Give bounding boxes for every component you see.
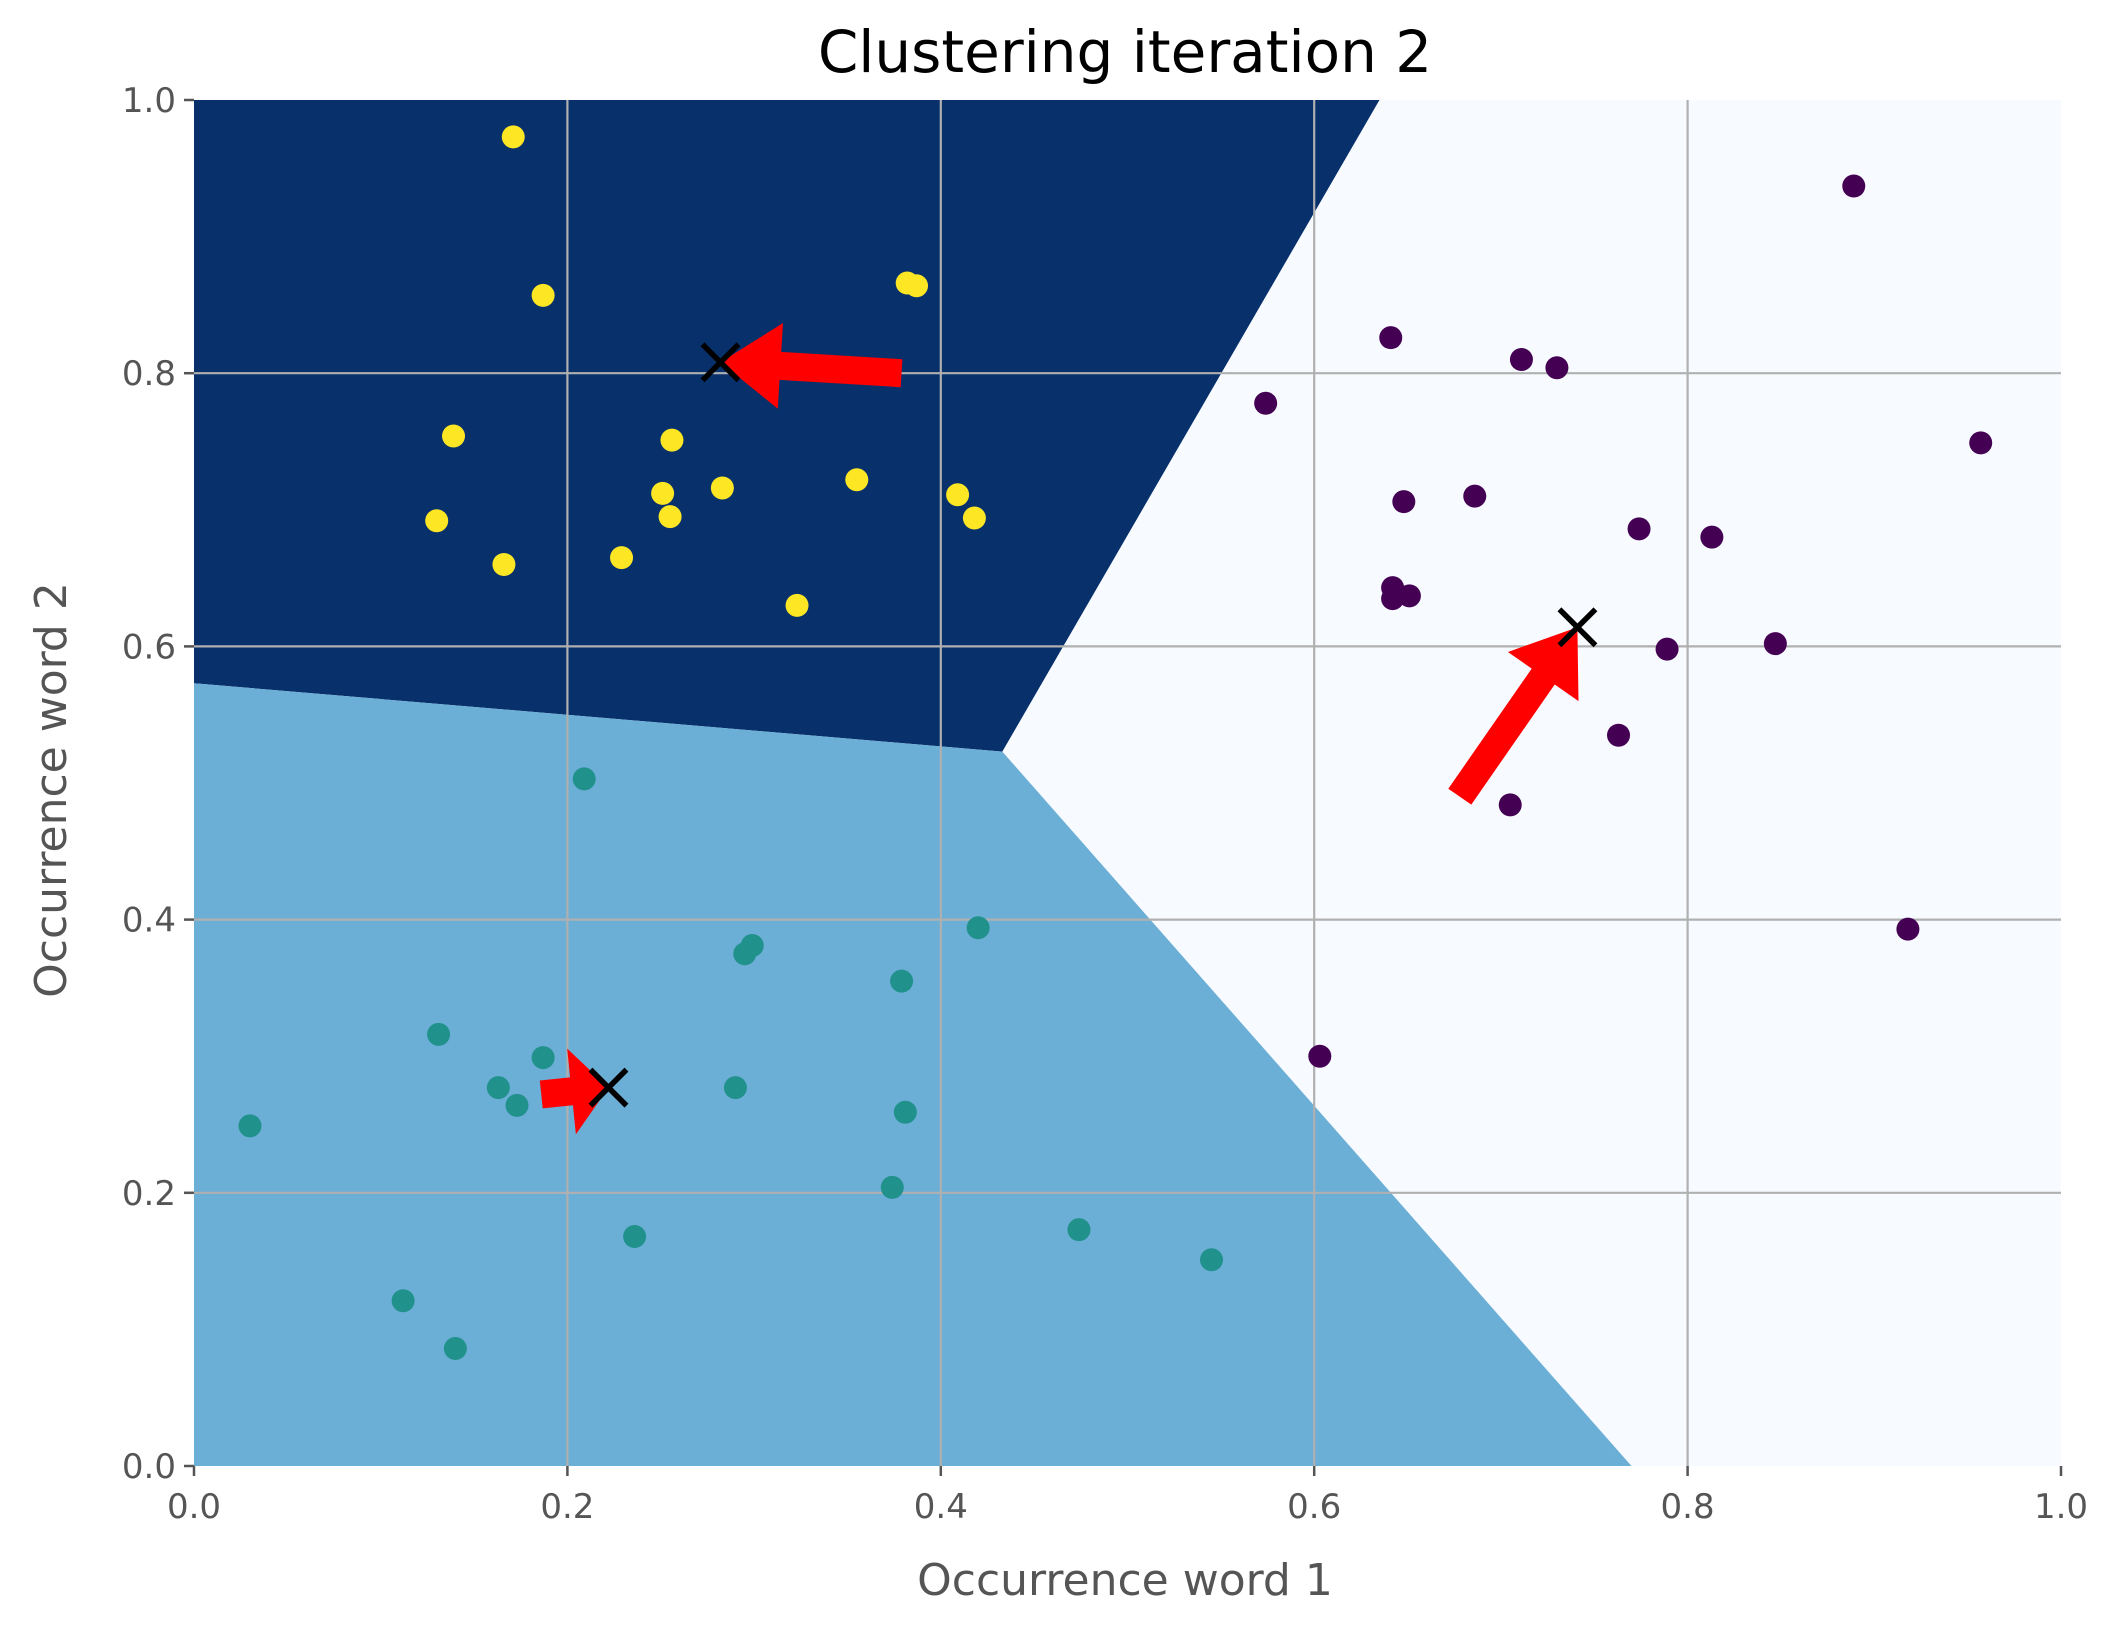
cluster-region-2 xyxy=(194,683,1632,1466)
data-point-cluster-2 xyxy=(723,1076,747,1100)
data-point-cluster-3 xyxy=(1655,637,1679,661)
data-point-cluster-3 xyxy=(1842,174,1866,198)
data-point-cluster-3 xyxy=(1627,517,1651,541)
x-axis-label: Occurrence word 1 xyxy=(917,1555,1333,1606)
tick-labels: 0.0 0.2 0.4 0.6 0.8 1.0 0.0 0.2 0.4 0.6 0.8 1.0 xyxy=(122,81,2088,1527)
data-point-cluster-2 xyxy=(391,1289,415,1313)
data-point-cluster-2 xyxy=(486,1076,510,1100)
centroid-marker xyxy=(1557,607,1598,648)
data-point-cluster-1 xyxy=(905,274,929,298)
x-tick-label: 0.6 xyxy=(1287,1487,1341,1527)
data-point-cluster-2 xyxy=(505,1093,529,1117)
data-point-cluster-1 xyxy=(660,428,684,452)
data-point-cluster-2 xyxy=(890,969,914,993)
data-point-cluster-1 xyxy=(785,593,809,617)
chart-title: Clustering iteration 2 xyxy=(818,18,1432,86)
data-point-cluster-1 xyxy=(531,283,555,307)
data-point-cluster-1 xyxy=(610,546,634,570)
grid xyxy=(194,100,2061,1466)
data-point-cluster-1 xyxy=(845,468,869,492)
cluster-region-3 xyxy=(1002,100,2061,1466)
data-points xyxy=(238,125,1993,1361)
y-axis-label: Occurrence word 2 xyxy=(26,582,77,998)
data-point-cluster-3 xyxy=(1381,587,1405,611)
x-tick-label: 0.4 xyxy=(914,1487,968,1527)
data-point-cluster-3 xyxy=(1969,431,1993,455)
data-point-cluster-3 xyxy=(1498,793,1522,817)
y-tick-label: 1.0 xyxy=(122,81,176,121)
data-point-cluster-1 xyxy=(658,505,682,529)
data-point-cluster-3 xyxy=(1392,490,1416,514)
data-point-cluster-1 xyxy=(442,424,466,448)
x-tick-label: 1.0 xyxy=(2034,1487,2088,1527)
data-point-cluster-3 xyxy=(1896,917,1920,941)
centroid-shift-arrow xyxy=(539,1048,609,1135)
data-point-cluster-1 xyxy=(710,476,734,500)
centroid-stroke xyxy=(700,342,741,383)
data-point-cluster-3 xyxy=(1763,632,1787,656)
data-point-cluster-3 xyxy=(1509,348,1533,372)
y-tick-label: 0.0 xyxy=(122,1447,176,1487)
data-point-cluster-1 xyxy=(425,509,449,533)
centroids xyxy=(588,342,1598,1108)
data-point-cluster-2 xyxy=(623,1225,647,1249)
x-tick-label: 0.2 xyxy=(540,1487,594,1527)
data-point-cluster-3 xyxy=(1379,326,1403,350)
data-point-cluster-1 xyxy=(492,552,516,576)
cluster-region-1 xyxy=(194,100,1380,752)
data-point-cluster-2 xyxy=(1200,1248,1224,1272)
data-point-cluster-3 xyxy=(1308,1044,1332,1068)
decision-regions xyxy=(194,100,2061,1466)
centroid-stroke xyxy=(588,1067,629,1108)
y-tick-label: 0.8 xyxy=(122,354,176,394)
data-point-cluster-2 xyxy=(880,1175,904,1199)
data-point-cluster-3 xyxy=(1700,525,1724,549)
centroid-marker xyxy=(588,1067,629,1108)
centroid-stroke xyxy=(1557,607,1598,648)
x-tick-label: 0.0 xyxy=(167,1487,221,1527)
y-tick-label: 0.6 xyxy=(122,627,176,667)
data-point-cluster-2 xyxy=(531,1046,555,1070)
data-point-cluster-1 xyxy=(651,481,675,505)
data-point-cluster-2 xyxy=(427,1022,451,1046)
x-tick-label: 0.8 xyxy=(1661,1487,1715,1527)
centroid-shift-arrow xyxy=(720,323,903,409)
data-point-cluster-2 xyxy=(893,1100,917,1124)
data-point-cluster-2 xyxy=(733,942,757,966)
data-point-cluster-3 xyxy=(1545,356,1569,380)
data-point-cluster-3 xyxy=(1463,484,1487,508)
centroid-arrows xyxy=(539,323,1579,1135)
data-point-cluster-3 xyxy=(1607,723,1631,747)
data-point-cluster-3 xyxy=(1254,391,1278,415)
data-point-cluster-2 xyxy=(572,767,596,791)
data-point-cluster-1 xyxy=(946,483,970,507)
data-point-cluster-1 xyxy=(501,125,525,149)
data-point-cluster-2 xyxy=(1067,1218,1091,1242)
centroid-shift-arrow xyxy=(1448,627,1579,805)
data-point-cluster-2 xyxy=(238,1114,262,1138)
data-point-cluster-2 xyxy=(966,916,990,940)
y-tick-label: 0.2 xyxy=(122,1174,176,1214)
data-point-cluster-2 xyxy=(443,1337,467,1361)
centroid-marker xyxy=(700,342,741,383)
y-tick-label: 0.4 xyxy=(122,901,176,941)
data-point-cluster-1 xyxy=(962,506,986,530)
